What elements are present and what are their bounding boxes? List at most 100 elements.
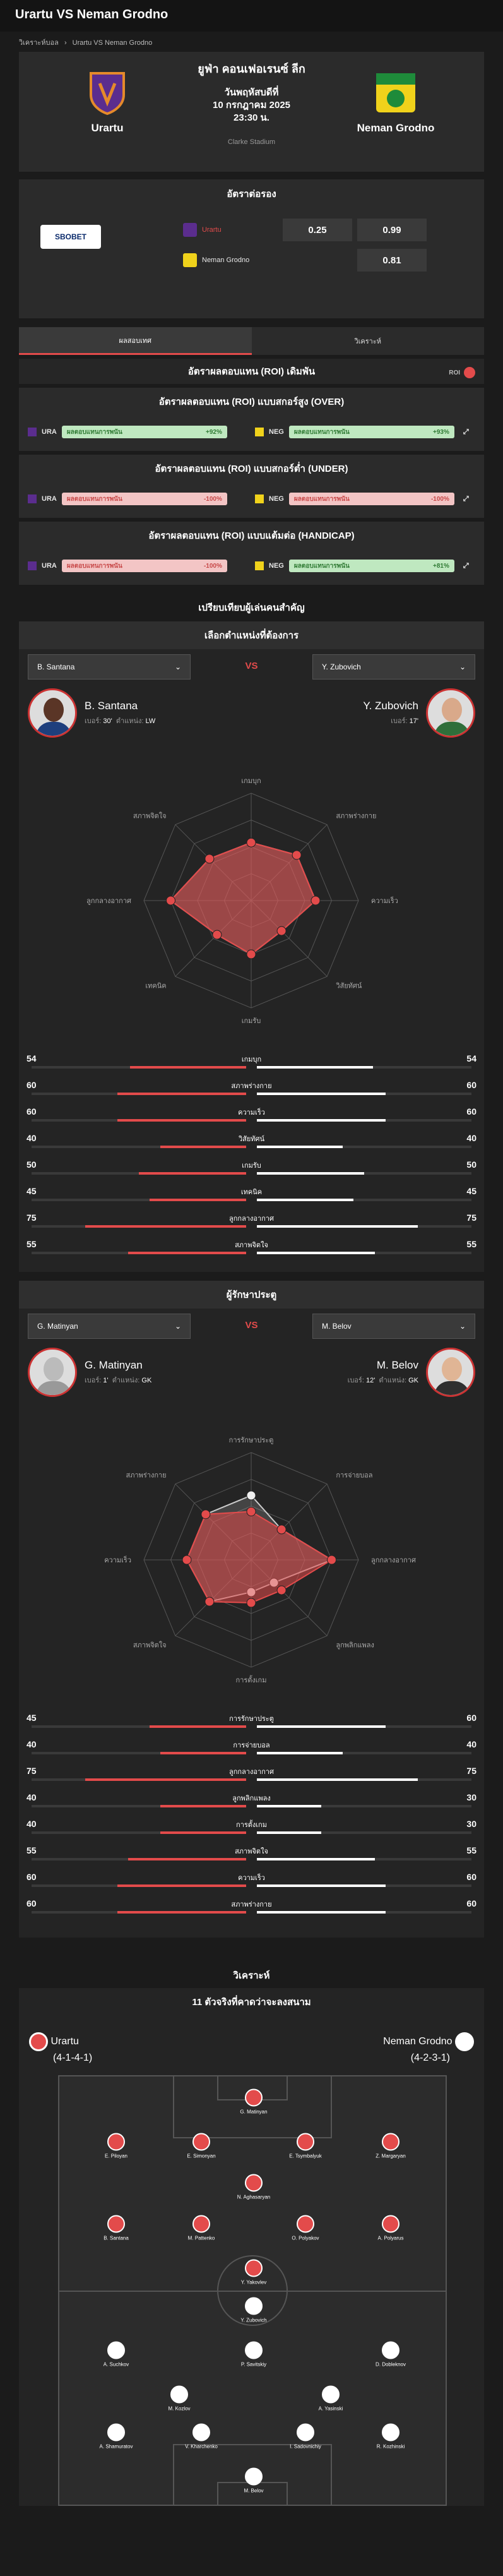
- roi-home-line: URA ผลตอบแทนการพนัน -100%: [28, 558, 227, 573]
- lineup-title: 11 ตัวจริงที่คาดว่าจะลงสนาม: [192, 1997, 311, 2008]
- lineup-player-name: A. Yasinski: [318, 2405, 343, 2412]
- lineup-player[interactable]: M. Pattenko: [173, 2215, 230, 2241]
- lineup-player[interactable]: Z. Margaryan: [362, 2133, 419, 2159]
- stat-left-fill: [160, 1805, 246, 1807]
- tab-results[interactable]: ผลสอบเทศ: [19, 327, 252, 355]
- fw-right-player: Y. Zubovich เบอร์: 17': [363, 688, 475, 738]
- lineup-player[interactable]: V. Kharchenko: [173, 2423, 230, 2450]
- stat-right-fill: [257, 1119, 386, 1122]
- stat-right-fill: [257, 1172, 364, 1175]
- radar-left-point[interactable]: [166, 896, 175, 906]
- lineup-player[interactable]: O. Polyakov: [277, 2215, 334, 2241]
- expand-icon[interactable]: ⤢: [463, 428, 469, 436]
- gk-right-player: M. Belov เบอร์: 12' ตำแหน่ง: GK: [348, 1348, 475, 1397]
- away-team[interactable]: Neman Grodno: [345, 71, 446, 135]
- stat-right-track: [257, 1858, 471, 1860]
- radar-left-point[interactable]: [204, 1597, 215, 1607]
- stat-right-track: [257, 1778, 471, 1781]
- fw-left-player: B. Santana เบอร์: 30' ตำแหน่ง: LW: [28, 688, 155, 738]
- lineup-player[interactable]: Y. Zubovich: [225, 2297, 282, 2323]
- lineup-player[interactable]: E. Simonyan: [173, 2133, 230, 2159]
- lineup-player[interactable]: A. Shamuratov: [88, 2423, 145, 2450]
- lineup-player-name: O. Polyakov: [292, 2235, 319, 2241]
- lineup-player[interactable]: R. Kozhinski: [362, 2423, 419, 2450]
- stat-right-fill: [257, 1805, 321, 1807]
- lineup-player[interactable]: M. Kozlov: [151, 2385, 208, 2412]
- lineup-player[interactable]: G. Matinyan: [225, 2088, 282, 2115]
- radar-left-point[interactable]: [204, 854, 215, 864]
- stat-right-track: [257, 1225, 471, 1228]
- stat-row: 45 เทคนิค 45: [19, 1183, 484, 1209]
- stat-left-fill: [139, 1172, 246, 1175]
- lineup-player[interactable]: P. Savitskiy: [225, 2341, 282, 2368]
- fw-right-select[interactable]: Y. Zubovich ⌄: [312, 654, 475, 680]
- stat-left-fill: [150, 1725, 246, 1728]
- player-name: G. Matinyan: [85, 1359, 143, 1371]
- radar-left-point[interactable]: [246, 1507, 256, 1516]
- player-marker-icon: [107, 2215, 125, 2233]
- roi-toggle[interactable]: ROI: [449, 367, 475, 378]
- radar-left-point[interactable]: [212, 930, 222, 940]
- stat-right-value: 50: [466, 1159, 476, 1170]
- roi-away-line: NEG ผลตอบแทนการพนัน +93% ⤢: [255, 424, 469, 440]
- radar-left-point[interactable]: [276, 926, 287, 936]
- radar-left-point[interactable]: [292, 850, 302, 860]
- expand-icon[interactable]: ⤢: [463, 494, 469, 503]
- odds-away-price[interactable]: 0.81: [357, 249, 427, 272]
- radar-left-area: [170, 842, 317, 956]
- radar-left-point[interactable]: [327, 1555, 336, 1565]
- expand-icon[interactable]: ⤢: [463, 561, 469, 570]
- lineup-player[interactable]: E. Tsymbalyuk: [277, 2133, 334, 2159]
- gk-right-select[interactable]: M. Belov ⌄: [312, 1314, 475, 1339]
- neman-crest-icon: [376, 73, 415, 112]
- gk-compare: ผู้รักษาประตู G. Matinyan ⌄ VS M. Belov ⌄ …: [19, 1281, 484, 1938]
- lineup-player[interactable]: A. Yasinski: [302, 2385, 359, 2412]
- stat-left-fill: [85, 1778, 246, 1781]
- radar-left-point[interactable]: [182, 1555, 192, 1565]
- lineup-player[interactable]: M. Belov: [225, 2467, 282, 2494]
- lineup-player[interactable]: Y. Yakovlev: [225, 2259, 282, 2285]
- lineup-player[interactable]: A. Suchkov: [88, 2341, 145, 2368]
- roi-bar-label: ผลตอบแทนการพนัน: [293, 495, 350, 503]
- radar-left-point[interactable]: [246, 1598, 256, 1608]
- odds-home-price[interactable]: 0.99: [357, 219, 427, 241]
- gk-left-select[interactable]: G. Matinyan ⌄: [28, 1314, 191, 1339]
- gk-players: G. Matinyan เบอร์: 1' ตำแหน่ง: GK M. Bel…: [19, 1348, 484, 1405]
- roi-block-title: อัตราผลตอบแทน (ROI) แบบสกอร์ต่ำ (UNDER): [155, 464, 348, 474]
- lineup-player[interactable]: E. Piloyan: [88, 2133, 145, 2159]
- stat-label: เกมบุก: [241, 1056, 262, 1063]
- roi-home-line: URA ผลตอบแทนการพนัน +92%: [28, 424, 227, 440]
- lineup-player[interactable]: I. Sadovnichiy: [277, 2423, 334, 2450]
- stat-row: 40 ลูกพลิกแพลง 30: [19, 1790, 484, 1815]
- stat-left-value: 60: [27, 1080, 37, 1090]
- stat-right-track: [257, 1093, 471, 1095]
- lineup-player[interactable]: B. Santana: [88, 2215, 145, 2241]
- player-marker-icon: [245, 2297, 263, 2315]
- stat-right-fill: [257, 1778, 418, 1781]
- lineup-player-name: N. Aghasaryan: [237, 2194, 271, 2200]
- stat-left-value: 55: [27, 1239, 37, 1249]
- lineup-player[interactable]: N. Aghasaryan: [225, 2174, 282, 2200]
- radar-right-point[interactable]: [246, 1490, 256, 1501]
- lineup-player[interactable]: A. Polyarus: [362, 2215, 419, 2241]
- fw-left-select[interactable]: B. Santana ⌄: [28, 654, 191, 680]
- stat-label: ความเร็ว: [238, 1109, 265, 1117]
- bookmaker-logo[interactable]: SBOBET: [40, 225, 101, 249]
- tab-analysis[interactable]: วิเคราะห์: [354, 338, 382, 345]
- stat-label: เทคนิค: [240, 1189, 263, 1196]
- radar-left-point[interactable]: [276, 1585, 287, 1595]
- radar-left-point[interactable]: [246, 837, 256, 848]
- stat-left-fill: [85, 1225, 246, 1228]
- radar-left-point[interactable]: [246, 949, 256, 959]
- roi-team-code: URA: [42, 562, 57, 570]
- radar-left-point[interactable]: [311, 896, 321, 906]
- radar-left-point[interactable]: [276, 1525, 287, 1535]
- gk-left-select-value: G. Matinyan: [37, 1322, 78, 1331]
- home-team[interactable]: Urartu: [57, 71, 158, 135]
- odds-handicap[interactable]: 0.25: [283, 219, 352, 241]
- breadcrumb-home[interactable]: วิเคราะห์บอล: [19, 39, 59, 47]
- player-marker-icon: [245, 2174, 263, 2192]
- radar-left-point[interactable]: [201, 1509, 211, 1519]
- lineup-player[interactable]: D. Dobleknov: [362, 2341, 419, 2368]
- roi-team-code: NEG: [269, 428, 284, 436]
